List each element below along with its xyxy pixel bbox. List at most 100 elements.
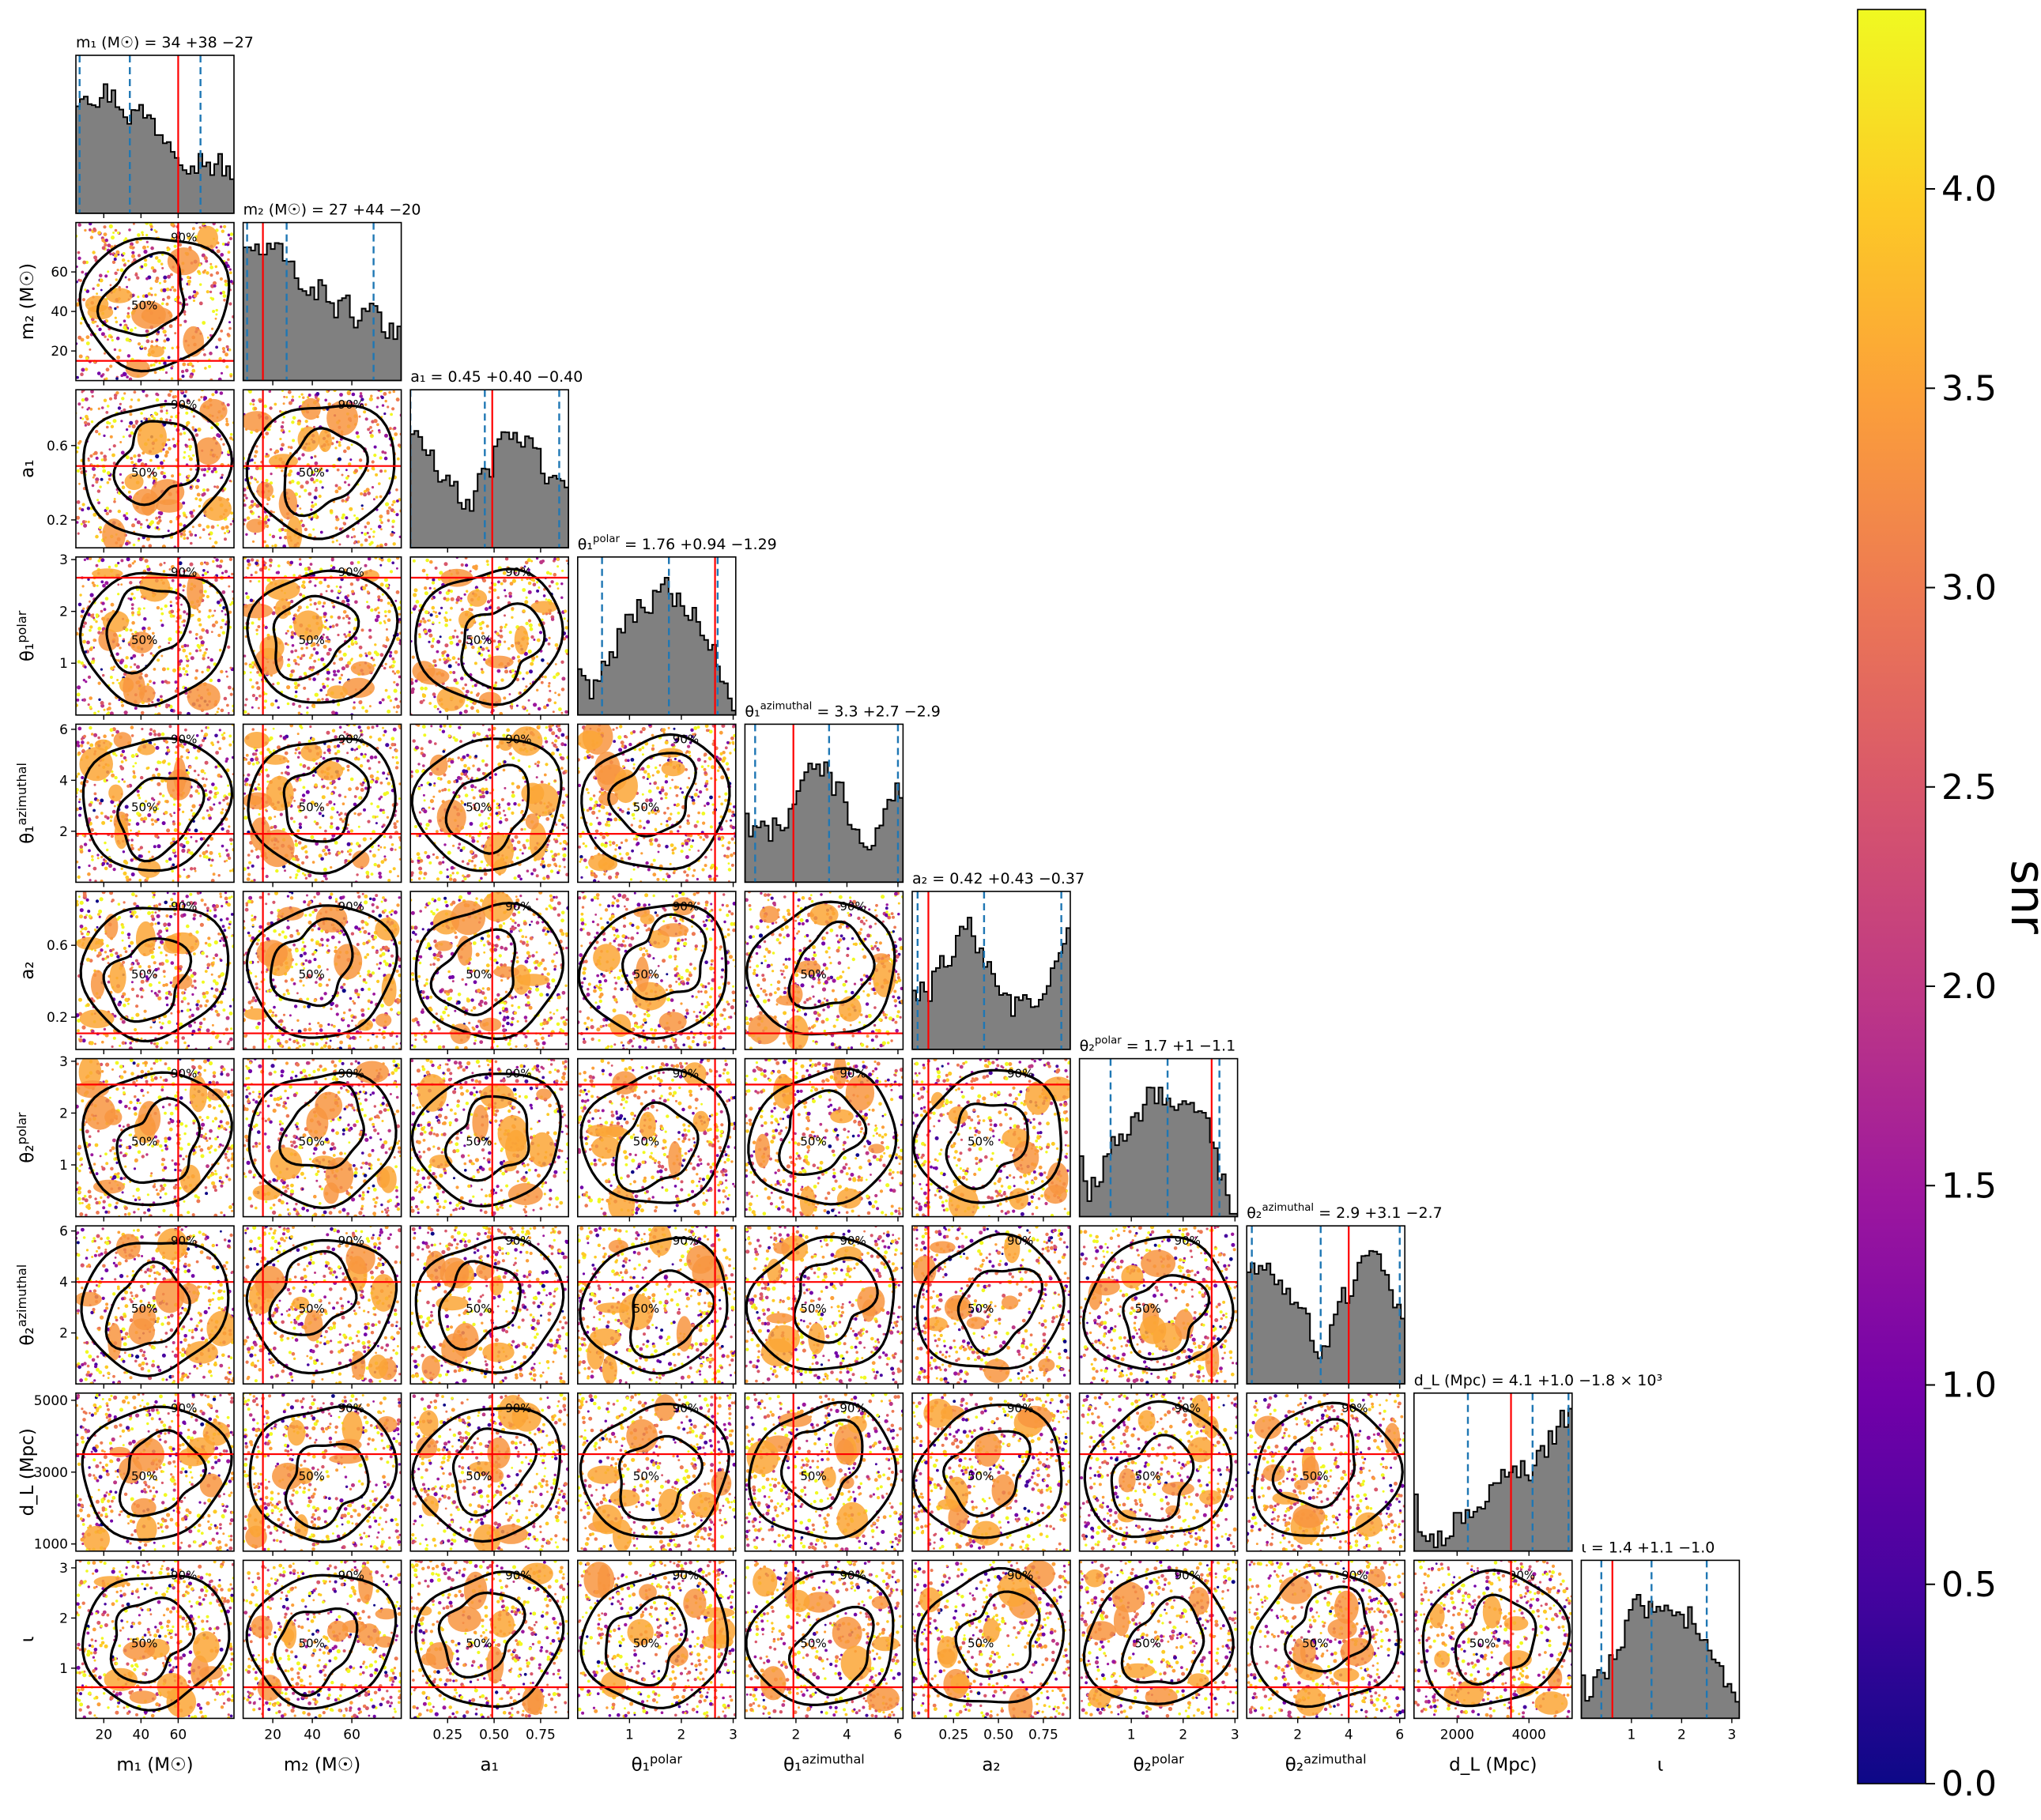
scatter-point bbox=[356, 873, 359, 876]
scatter-point bbox=[224, 532, 226, 535]
scatter-point bbox=[341, 499, 345, 503]
scatter-point bbox=[111, 733, 115, 737]
scatter-point bbox=[115, 336, 120, 341]
scatter-point bbox=[336, 811, 339, 814]
scatter-point bbox=[370, 802, 373, 805]
scatter-point bbox=[128, 878, 132, 881]
panel-frame bbox=[75, 55, 235, 214]
scatter-point bbox=[438, 590, 442, 594]
scatter-point bbox=[106, 471, 111, 475]
scatter-point bbox=[266, 780, 270, 783]
scatter-point bbox=[220, 669, 224, 674]
scatter-point bbox=[500, 582, 504, 586]
scatter-point bbox=[329, 625, 332, 628]
scatter-point bbox=[334, 484, 338, 488]
scatter-point bbox=[297, 457, 301, 461]
scatter-point bbox=[502, 571, 507, 575]
scatter-point bbox=[391, 407, 395, 411]
scatter-point bbox=[135, 240, 139, 244]
scatter-point bbox=[370, 528, 372, 530]
scatter-point bbox=[548, 585, 552, 588]
scatter-point bbox=[269, 448, 273, 451]
scatter-point bbox=[545, 763, 549, 767]
scatter-point bbox=[319, 530, 323, 534]
scatter-point bbox=[294, 876, 298, 880]
scatter-point bbox=[392, 727, 397, 732]
scatter-point bbox=[331, 710, 336, 715]
scatter-point bbox=[326, 584, 330, 589]
scatter-point bbox=[132, 774, 137, 779]
scatter-point bbox=[417, 786, 421, 790]
scatter-point bbox=[107, 243, 111, 247]
contour-label-90: 90% bbox=[171, 732, 197, 746]
scatter-point bbox=[81, 367, 85, 372]
scatter-point bbox=[229, 436, 233, 440]
scatter-point bbox=[136, 789, 140, 793]
scatter-point bbox=[292, 574, 296, 577]
scatter-point bbox=[286, 560, 290, 564]
scatter-point bbox=[165, 418, 168, 422]
scatter-point bbox=[304, 420, 308, 424]
scatter-point bbox=[211, 614, 214, 618]
scatter-point bbox=[330, 822, 334, 825]
density-blob bbox=[123, 670, 145, 707]
scatter-point bbox=[443, 724, 447, 728]
scatter-point bbox=[373, 454, 377, 458]
scatter-point bbox=[392, 542, 396, 546]
scatter-point bbox=[210, 469, 214, 473]
histogram-m2: m₂ (M☉) = 27 +44 −20 bbox=[242, 202, 421, 386]
scatter-point bbox=[198, 536, 202, 539]
scatter-point bbox=[168, 725, 172, 729]
scatter-point bbox=[463, 803, 467, 806]
scatter-point bbox=[183, 456, 186, 459]
scatter-point bbox=[216, 564, 219, 568]
scatter-point bbox=[319, 480, 323, 484]
scatter-point bbox=[386, 816, 390, 820]
scatter-point bbox=[459, 599, 462, 602]
scatter-point bbox=[205, 259, 209, 263]
scatter-point bbox=[556, 724, 561, 728]
scatter-point bbox=[387, 879, 391, 882]
scatter-point bbox=[161, 794, 165, 797]
scatter-point bbox=[488, 728, 491, 732]
scatter-point bbox=[220, 811, 224, 815]
scatter-point bbox=[446, 875, 450, 879]
scatter-point bbox=[108, 565, 111, 569]
scatter-point bbox=[372, 815, 375, 819]
scatter-point bbox=[215, 313, 218, 316]
scatter-point bbox=[87, 872, 91, 876]
scatter-point bbox=[396, 567, 398, 570]
scatter-point bbox=[86, 640, 90, 645]
scatter-point bbox=[423, 809, 428, 814]
scatter-point bbox=[265, 692, 268, 695]
scatter-point bbox=[298, 822, 302, 827]
scatter-point bbox=[497, 642, 502, 646]
scatter-point bbox=[419, 620, 423, 624]
scatter-point bbox=[130, 461, 134, 465]
scatter-point bbox=[121, 485, 126, 489]
scatter-point bbox=[150, 520, 154, 525]
scatter-point bbox=[289, 452, 292, 455]
scatter-point bbox=[323, 612, 327, 616]
scatter-point bbox=[417, 859, 421, 862]
scatter-point bbox=[547, 684, 551, 688]
scatter-point bbox=[264, 699, 268, 703]
scatter-point bbox=[89, 647, 93, 651]
scatter-point bbox=[459, 740, 462, 743]
scatter-point bbox=[77, 223, 81, 227]
scatter-point bbox=[250, 850, 254, 853]
scatter-point bbox=[281, 771, 284, 774]
scatter-point bbox=[423, 629, 428, 634]
scatter-point bbox=[366, 521, 371, 526]
scatter-point bbox=[95, 563, 99, 567]
scatter-point bbox=[190, 867, 194, 871]
scatter-point bbox=[489, 586, 492, 590]
scatter-point bbox=[105, 367, 110, 372]
scatter-point bbox=[428, 819, 432, 823]
scatter-point bbox=[149, 728, 153, 731]
scatter-point bbox=[160, 607, 163, 611]
scatter-point bbox=[174, 854, 177, 858]
scatter-point bbox=[193, 769, 197, 773]
scatter-point bbox=[370, 434, 373, 437]
scatter-point bbox=[107, 270, 110, 273]
